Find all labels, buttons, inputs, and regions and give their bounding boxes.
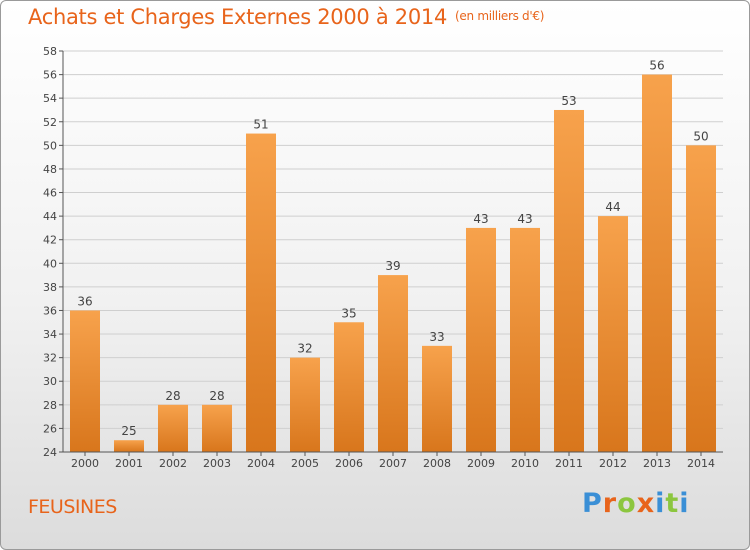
y-tick-label: 42 [43, 234, 57, 247]
x-tick-label-2009: 2009 [467, 457, 495, 470]
bar-2011 [554, 109, 584, 453]
data-label-2008: 33 [429, 330, 444, 344]
bars: 36 25 28 28 51 32 35 39 33 43 43 53 44 56 50 [70, 59, 716, 453]
x-tick-label-2005: 2005 [291, 457, 319, 470]
bar-2008 [422, 345, 452, 452]
x-tick-label-2012: 2012 [599, 457, 627, 470]
x-axis: 2000 2001 2002 2003 2004 2005 2006 2007 2008 2009… [63, 451, 723, 470]
y-tick-label: 26 [43, 422, 57, 435]
logo-letter: P [582, 488, 603, 519]
x-tick-label-2014: 2014 [687, 457, 715, 470]
bar-2003 [202, 404, 232, 452]
data-label-2005: 32 [297, 342, 312, 356]
logo-letter: i [679, 488, 690, 519]
y-tick-label: 28 [43, 399, 57, 412]
y-tick-label: 44 [43, 210, 57, 223]
y-tick-label: 32 [43, 352, 57, 365]
bar-2013 [642, 74, 672, 453]
y-tick-label: 58 [43, 45, 57, 58]
x-tick-label-2003: 2003 [203, 457, 231, 470]
proxiti-logo[interactable]: Proxiti [582, 488, 690, 519]
data-label-2011: 53 [561, 94, 576, 108]
x-tick-label-2000: 2000 [71, 457, 99, 470]
chart-title: Achats et Charges Externes 2000 à 2014 (e… [28, 5, 544, 29]
y-tick-label: 30 [43, 375, 57, 388]
logo-letter: r [602, 488, 618, 519]
x-tick-label-2002: 2002 [159, 457, 187, 470]
chart-title-text: Achats et Charges Externes 2000 à 2014 [28, 5, 448, 29]
x-tick-label-2010: 2010 [511, 457, 539, 470]
data-label-2009: 43 [473, 212, 488, 226]
data-label-2013: 56 [649, 59, 664, 73]
bar-2012 [598, 216, 628, 452]
logo-letter: x [636, 488, 656, 519]
bar-2009 [466, 227, 496, 452]
x-tick-label-2008: 2008 [423, 457, 451, 470]
x-tick-label-2001: 2001 [115, 457, 143, 470]
data-label-2000: 36 [77, 294, 92, 308]
y-tick-label: 50 [43, 139, 57, 152]
bar-2004 [246, 133, 276, 452]
logo-letter: i [655, 488, 666, 519]
x-tick-label-2007: 2007 [379, 457, 407, 470]
y-tick-label: 24 [43, 446, 57, 459]
y-tick-label: 34 [43, 328, 57, 341]
y-tick-label: 54 [43, 92, 57, 105]
bar-2002 [158, 404, 188, 452]
y-tick-label: 46 [43, 187, 57, 200]
data-label-2004: 51 [253, 118, 268, 132]
data-label-2012: 44 [605, 200, 620, 214]
data-label-2010: 43 [517, 212, 532, 226]
bar-2001 [114, 440, 144, 452]
y-tick-label: 38 [43, 281, 57, 294]
x-tick-label-2004: 2004 [247, 457, 275, 470]
y-tick-label: 48 [43, 163, 57, 176]
data-label-2006: 35 [341, 306, 356, 320]
data-label-2014: 50 [693, 129, 708, 143]
bar-2006 [334, 322, 364, 452]
x-tick-label-2006: 2006 [335, 457, 363, 470]
data-label-2003: 28 [209, 389, 224, 403]
y-axis: 24 26 28 30 32 34 36 38 40 42 44 46 48 50 52 54 56 58 [43, 45, 64, 459]
x-tick-label-2011: 2011 [555, 457, 583, 470]
bar-2000 [70, 310, 100, 452]
chart-unit: (en milliers d'€) [455, 9, 545, 23]
y-tick-label: 36 [43, 304, 57, 317]
bar-2005 [290, 357, 320, 452]
data-label-2007: 39 [385, 259, 400, 273]
bar-2014 [686, 145, 716, 452]
y-tick-label: 56 [43, 69, 57, 82]
logo-letter: o [617, 488, 637, 519]
data-label-2001: 25 [121, 424, 136, 438]
y-tick-label: 40 [43, 257, 57, 270]
y-tick-label: 52 [43, 116, 57, 129]
commune-name: FEUSINES [28, 496, 117, 518]
data-label-2002: 28 [165, 389, 180, 403]
bar-2007 [378, 275, 408, 452]
x-tick-label-2013: 2013 [643, 457, 671, 470]
logo-letter: t [665, 488, 680, 519]
bar-2010 [510, 227, 540, 452]
